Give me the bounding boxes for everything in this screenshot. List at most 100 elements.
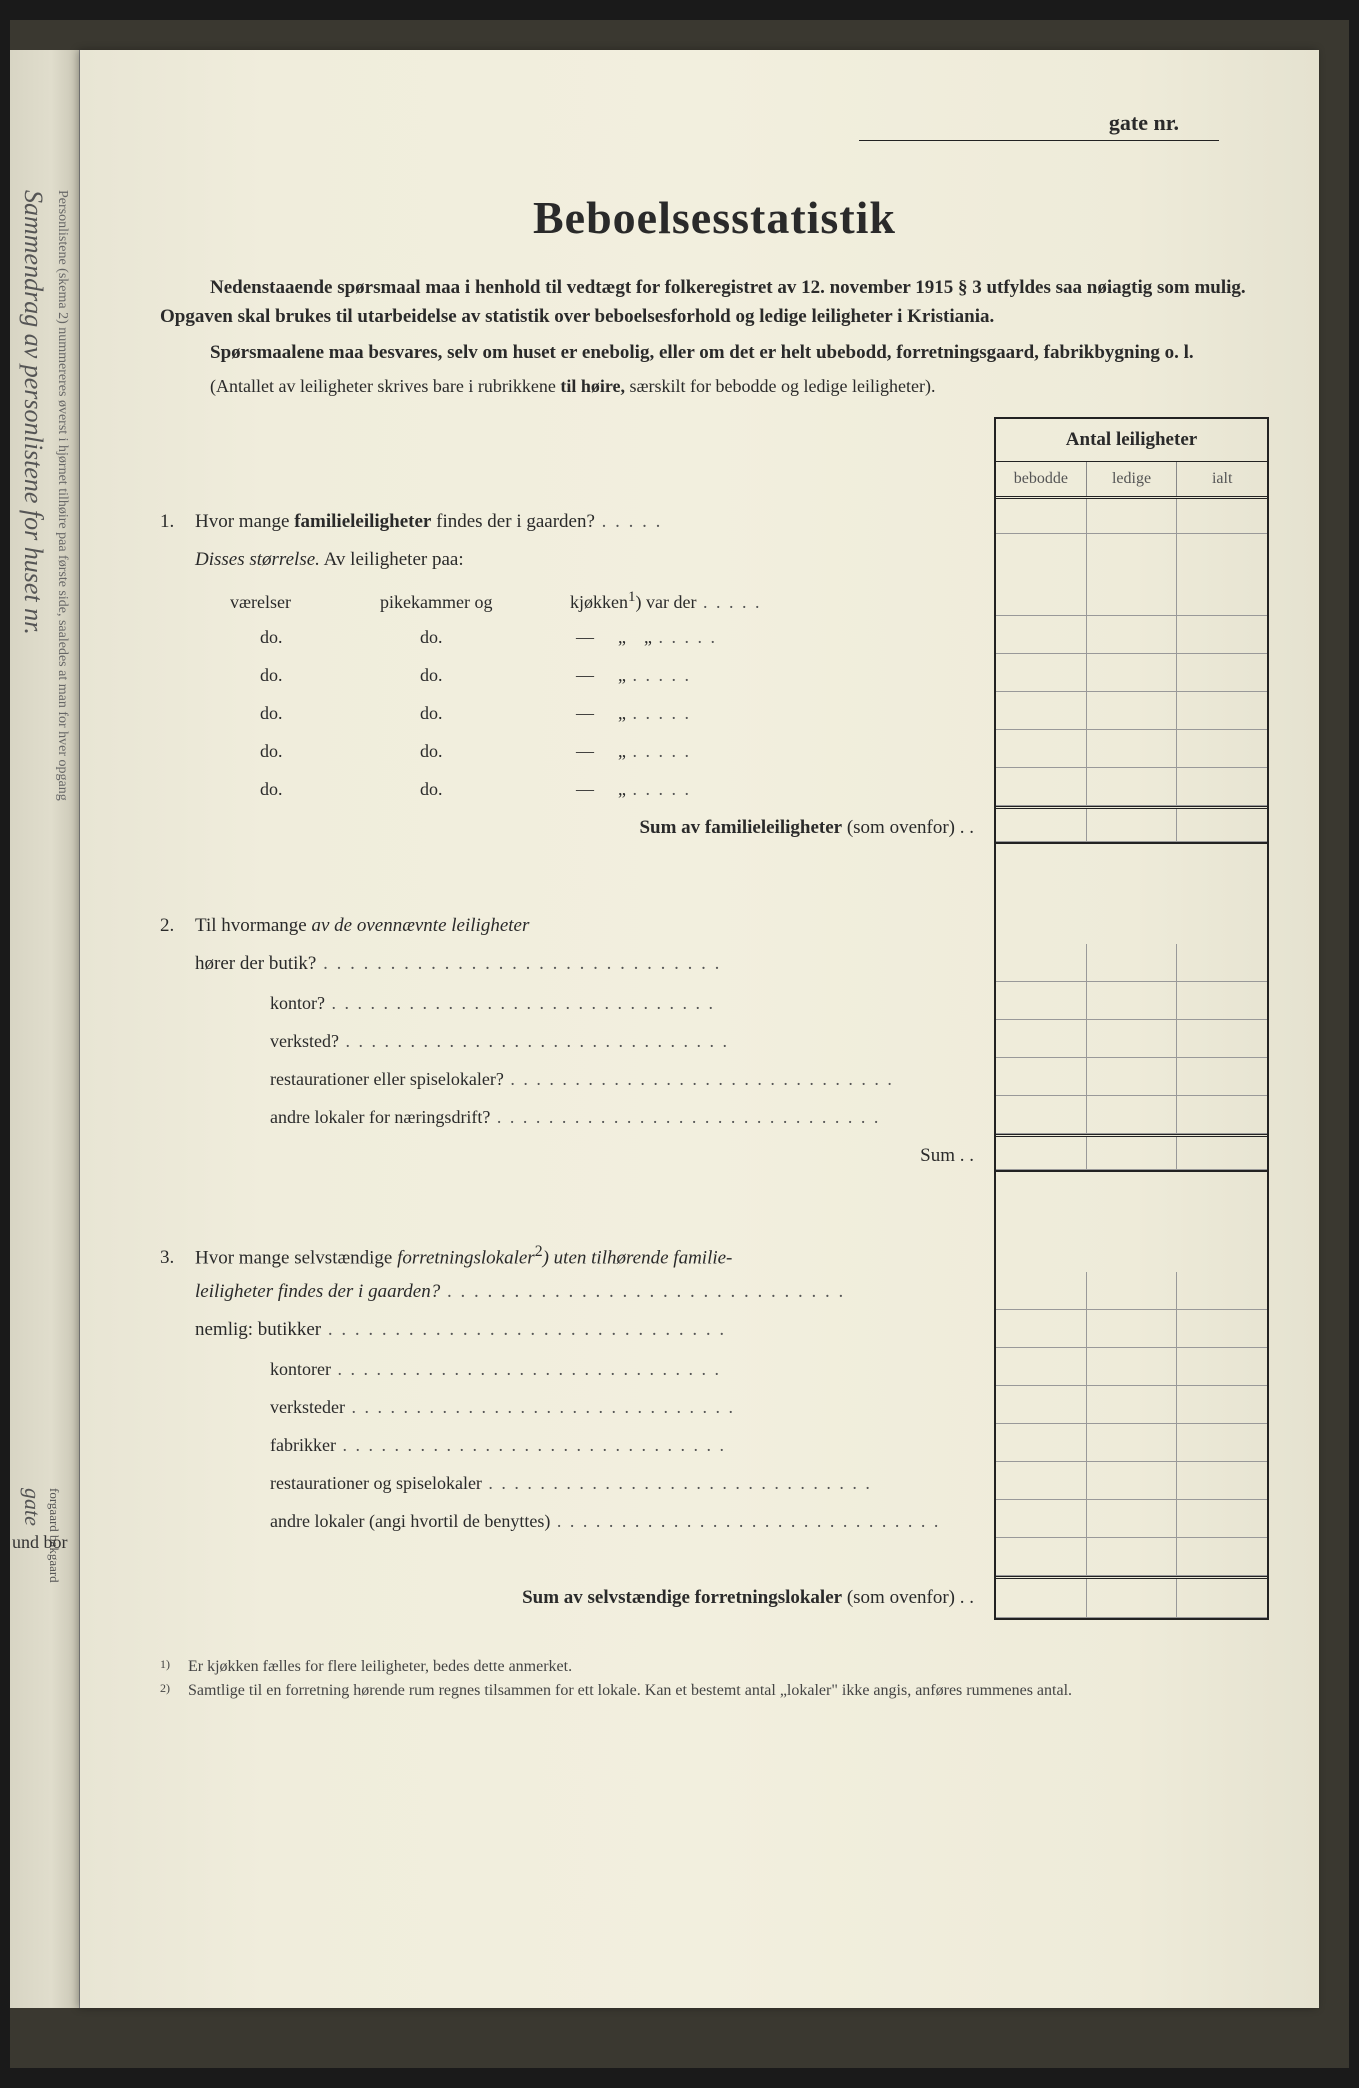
cell <box>1177 654 1267 692</box>
table-title: Antal leiligheter <box>996 419 1267 462</box>
col-kjokken: kjøkken1) var der <box>570 589 984 613</box>
cell <box>1177 1310 1267 1348</box>
table-row <box>996 1020 1267 1058</box>
q2-text: Til hvormange av de ovennævnte leilighet… <box>195 915 984 937</box>
do: do. <box>380 703 570 724</box>
cell <box>1177 1272 1267 1310</box>
intro-p2-text: Spørsmaalene maa besvares, selv om huset… <box>210 342 1194 363</box>
cell <box>1087 1348 1178 1386</box>
footnote-2: 2) Samtlige til en forretning hørende ru… <box>160 1679 1269 1703</box>
side-und-bor: und bor <box>12 1532 68 1553</box>
th-ialt: ialt <box>1177 462 1267 496</box>
fn1-text: Er kjøkken fælles for flere leiligheter,… <box>188 1655 572 1679</box>
cell <box>996 578 1087 616</box>
table-gap <box>996 844 1267 944</box>
cell <box>1087 1579 1178 1618</box>
q3-verksteder: verksteder <box>270 1397 345 1417</box>
q2-number: 2. <box>160 915 195 937</box>
dots <box>550 1511 940 1531</box>
dots <box>339 1031 729 1051</box>
q1-disses: Disses størrelse. Av leiligheter paa: <box>160 543 984 581</box>
q3-item: restaurationer og spiselokaler <box>160 1465 984 1503</box>
do: do. <box>230 703 380 724</box>
table-sum-row <box>996 806 1267 844</box>
col-pikekammer: pikekammer og <box>380 592 570 613</box>
q3-nemlig-text: nemlig: butikker <box>195 1319 321 1340</box>
table-body <box>994 496 1269 1620</box>
dots <box>331 1359 721 1379</box>
fn2-num: 2) <box>160 1679 178 1703</box>
page-fold: Sammendrag av personlistene for huset nr… <box>10 50 80 2008</box>
cell <box>996 1310 1087 1348</box>
cell <box>1177 944 1267 982</box>
cell <box>996 616 1087 654</box>
cell <box>1087 534 1178 578</box>
page-title: Beboelsesstatistik <box>160 191 1269 244</box>
cell <box>1177 1386 1267 1424</box>
dots <box>482 1473 872 1493</box>
intro-p3-pre: (Antallet av leiligheter skrives bare i … <box>210 376 560 396</box>
table-row <box>996 1538 1267 1576</box>
cell <box>1177 578 1267 616</box>
cell <box>996 1058 1087 1096</box>
col-vaerelser: værelser <box>230 592 380 613</box>
q2-andre: andre lokaler for næringsdrift? <box>270 1107 490 1127</box>
cell <box>1087 730 1178 768</box>
cell <box>1177 982 1267 1020</box>
dots <box>595 511 663 532</box>
cell <box>1177 1462 1267 1500</box>
quote: „ <box>618 741 626 761</box>
q3-sup: 2 <box>535 1243 543 1260</box>
cell <box>1177 534 1267 578</box>
q2-kontor: kontor? <box>270 993 325 1013</box>
kjokken-sup: 1 <box>628 589 636 605</box>
quote: „ <box>618 665 626 685</box>
q1-line: 1. Hvor mange familieleiligheter findes … <box>160 505 984 543</box>
q1-sum: Sum av familieleiligheter (som ovenfor) … <box>160 809 984 847</box>
q3-nemlig: nemlig: butikker <box>160 1313 984 1351</box>
cell <box>1087 578 1178 616</box>
dots <box>345 1397 735 1417</box>
table-row <box>996 1272 1267 1310</box>
q3-line2: leiligheter findes der i gaarden? <box>160 1275 984 1313</box>
table-row <box>996 730 1267 768</box>
cell <box>1177 1058 1267 1096</box>
q3-text: Hvor mange selvstændige forretningslokal… <box>195 1243 984 1269</box>
questions-column: 1. Hvor mange familieleiligheter findes … <box>160 417 994 1635</box>
cell <box>996 1500 1087 1538</box>
q3-item: fabrikker <box>160 1427 984 1465</box>
q3-rest: restaurationer og spiselokaler <box>270 1473 482 1493</box>
q2-line2: hører der butik? <box>160 947 984 985</box>
fn2-text: Samtlige til en forretning hørende rum r… <box>188 1679 1072 1703</box>
cell <box>1177 1424 1267 1462</box>
gap <box>160 1541 984 1579</box>
q1-sum-post: (som ovenfor) . . <box>842 817 974 838</box>
cell <box>1087 1386 1178 1424</box>
q1-do-row: do. do. — „ „ <box>160 619 984 657</box>
table-row <box>996 1096 1267 1134</box>
cell <box>1087 1272 1178 1310</box>
dash: — <box>570 741 600 762</box>
side-heading: Sammendrag av personlistene for huset nr… <box>18 190 48 635</box>
header-underline: gate nr. <box>859 110 1219 141</box>
side-text-block: Sammendrag av personlistene for huset nr… <box>18 190 78 1590</box>
cell <box>996 654 1087 692</box>
quote: „ <box>618 627 626 647</box>
table-column: Antal leiligheter bebodde ledige ialt <box>994 417 1269 1635</box>
footnote-1: 1) Er kjøkken fælles for flere leilighet… <box>160 1655 1269 1679</box>
cell <box>1087 1462 1178 1500</box>
cell <box>996 982 1087 1020</box>
question-2: 2. Til hvormange av de ovennævnte leilig… <box>160 909 984 1175</box>
cell <box>1177 1020 1267 1058</box>
document-page: gate nr. Beboelsesstatistik Nedenstaaend… <box>80 50 1319 2008</box>
cell <box>1087 1310 1178 1348</box>
table-spacer <box>996 534 1267 578</box>
cell <box>1087 768 1178 806</box>
table-row <box>996 1424 1267 1462</box>
q1-bold: familieleiligheter <box>294 511 431 532</box>
table-row <box>996 654 1267 692</box>
table-row <box>996 768 1267 806</box>
cell <box>996 730 1087 768</box>
q3-line1: 3. Hvor mange selvstændige forretningslo… <box>160 1237 984 1275</box>
cell <box>996 944 1087 982</box>
